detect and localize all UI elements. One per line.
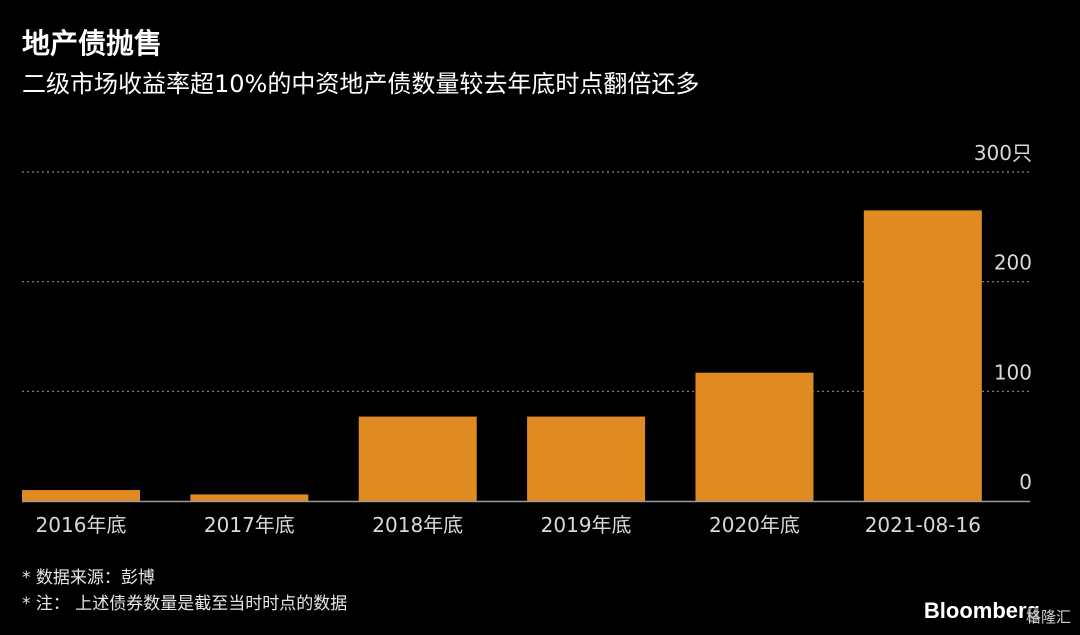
- bloomberg-logo: Bloomberg: [923, 598, 1040, 623]
- bar: [527, 416, 646, 501]
- x-tick-label: 2016年底: [36, 513, 127, 537]
- bar: [358, 416, 477, 501]
- x-tick-label: 2019年底: [541, 513, 632, 537]
- bar: [22, 490, 140, 501]
- x-tick-label: 2018年底: [372, 513, 463, 537]
- bar: [695, 372, 814, 501]
- bar: [190, 494, 309, 501]
- chart-subtitle: 二级市场收益率超10%的中资地产债数量较去年底时点翻倍还多: [22, 70, 700, 98]
- bar-chart: 0 100 200 300只 2016年底 2017年底 2018年底 2019年底 2020年…: [22, 141, 1032, 537]
- y-tick-label: 100: [994, 360, 1032, 384]
- bar: [863, 210, 982, 501]
- x-tick-label: 2017年底: [204, 513, 295, 537]
- y-tick-label: 0: [1019, 470, 1032, 494]
- source-note: * 数据来源：彭博: [22, 568, 155, 588]
- y-tick-label: 300只: [974, 141, 1032, 165]
- y-tick-label: 200: [994, 251, 1032, 275]
- data-note: * 注： 上述债券数量是截至当时时点的数据: [22, 594, 348, 614]
- x-tick-label: 2021-08-16: [865, 513, 981, 537]
- x-tick-label: 2020年底: [709, 513, 800, 537]
- watermark: 格隆汇: [1022, 608, 1074, 627]
- chart-title: 地产债抛售: [22, 27, 163, 60]
